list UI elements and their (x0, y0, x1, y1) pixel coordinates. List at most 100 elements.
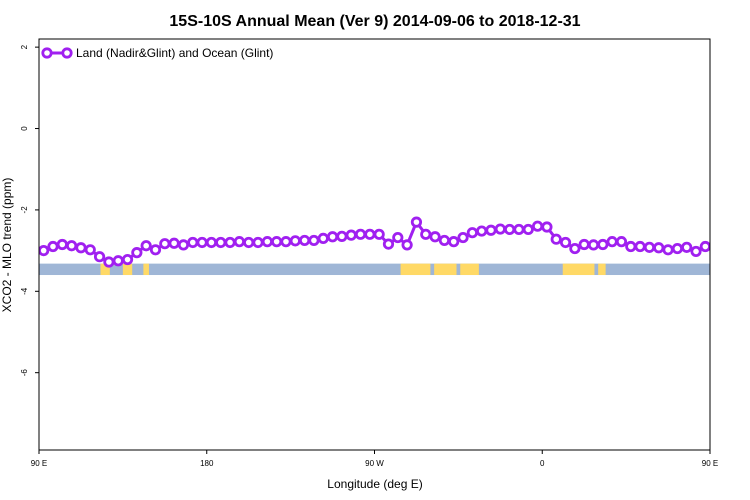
data-point (410, 216, 423, 228)
series-layer (39, 216, 746, 268)
ocean-band (39, 263, 710, 276)
data-point (354, 228, 367, 240)
data-point (392, 231, 404, 244)
data-point (112, 255, 124, 267)
data-point (66, 240, 78, 252)
data-point (662, 244, 674, 256)
data-point (681, 241, 693, 253)
data-point (513, 223, 525, 236)
data-point (196, 236, 208, 249)
data-point (56, 238, 68, 251)
y-tick-label: -6 (20, 369, 29, 377)
data-point (738, 245, 746, 253)
data-point (289, 235, 301, 247)
data-point (438, 234, 450, 247)
data-point (75, 242, 87, 254)
x-tick-label: 180 (200, 459, 214, 468)
data-point (271, 236, 283, 248)
land-segment (100, 263, 110, 276)
data-point (466, 227, 478, 239)
data-point (401, 239, 413, 251)
data-point (93, 251, 106, 263)
data-point (131, 247, 143, 259)
data-point (336, 230, 348, 242)
data-point (326, 231, 339, 243)
land-segment (562, 263, 595, 276)
data-point (559, 236, 572, 249)
land-segment (434, 263, 457, 276)
data-point (729, 243, 737, 251)
data-point (168, 237, 180, 249)
data-point (39, 245, 50, 257)
land-segment (122, 263, 133, 276)
legend-marker (41, 47, 53, 59)
data-point (522, 223, 534, 236)
land-segment (460, 263, 479, 276)
data-point (84, 244, 96, 256)
data-point (298, 234, 311, 247)
data-point (550, 233, 562, 245)
data-point (382, 238, 395, 250)
data-point (485, 224, 497, 236)
y-axis-ticks: 2 0 -2 -4 -6 (20, 44, 39, 376)
data-point (103, 256, 115, 268)
data-point (233, 236, 245, 248)
x-tick-label: 90 E (31, 459, 47, 468)
data-point (494, 223, 506, 235)
surface-band (39, 263, 710, 276)
data-point (671, 242, 683, 255)
data-point (504, 223, 516, 236)
data-point (140, 240, 152, 252)
data-point (457, 231, 469, 244)
data-point (476, 225, 488, 237)
data-point (578, 238, 590, 251)
chart-title: 15S-10S Annual Mean (Ver 9) 2014-09-06 t… (169, 13, 580, 30)
data-point (205, 236, 218, 249)
data-point (634, 240, 646, 253)
data-point (261, 236, 273, 248)
data-point (243, 236, 255, 249)
data-point (177, 239, 190, 251)
data-point (159, 238, 171, 250)
data-point (615, 236, 628, 248)
data-point (606, 236, 618, 248)
x-axis-ticks: 90 E 180 90 W 0 90 E (31, 450, 718, 468)
data-point (420, 228, 432, 240)
land-segment (598, 263, 606, 276)
x-tick-label: 90 W (365, 459, 384, 468)
data-point (121, 253, 134, 266)
data-point (280, 236, 292, 248)
y-tick-label: -4 (20, 287, 29, 295)
x-tick-label: 0 (540, 459, 545, 468)
data-point (690, 245, 702, 258)
x-tick-label: 90 E (702, 459, 718, 468)
data-point (587, 239, 600, 251)
data-point (149, 244, 162, 256)
x-axis-label: Longitude (deg E) (327, 477, 422, 491)
data-point (541, 221, 553, 233)
data-point (308, 234, 320, 247)
data-point (448, 236, 460, 248)
data-point (215, 236, 227, 249)
data-point (569, 242, 581, 255)
data-point (709, 241, 710, 249)
data-point (597, 238, 609, 251)
legend: Land (Nadir&Glint) and Ocean (Glint) (41, 46, 273, 60)
data-point (317, 232, 329, 244)
data-point (224, 236, 236, 249)
data-point (643, 241, 656, 253)
y-axis-label: XCO2 - MLO trend (ppm) (0, 178, 14, 313)
data-point (720, 242, 728, 250)
data-point (252, 236, 264, 249)
legend-label: Land (Nadir&Glint) and Ocean (Glint) (76, 46, 273, 60)
data-point (531, 220, 544, 232)
y-tick-label: 0 (20, 126, 29, 131)
data-point (187, 236, 199, 249)
data-point (625, 240, 637, 253)
data-point (699, 240, 710, 253)
data-point (345, 229, 357, 241)
legend-marker (61, 47, 73, 59)
land-segment (400, 263, 431, 276)
